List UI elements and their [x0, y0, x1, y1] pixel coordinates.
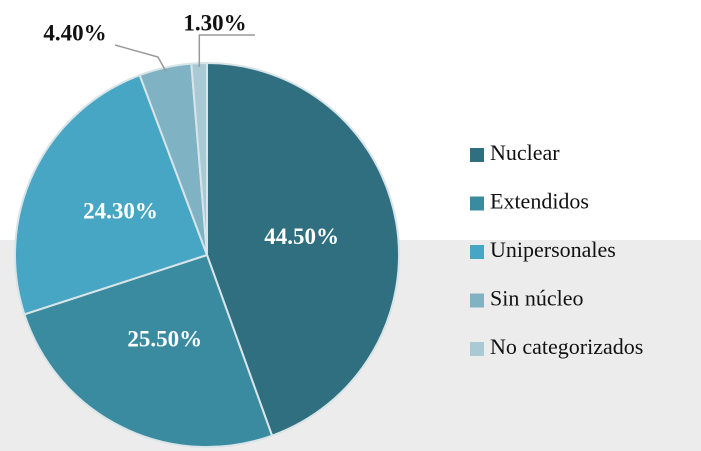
pie-slice	[23, 253, 274, 448]
data-label: 4.40%	[43, 20, 106, 45]
data-label: 44.50%	[264, 224, 339, 249]
legend-label: Sin núcleo	[490, 286, 584, 311]
legend-swatch	[470, 293, 484, 308]
legend-swatch	[470, 245, 484, 259]
data-label: 25.50%	[127, 326, 202, 351]
legend-label: Nuclear	[490, 140, 560, 165]
legend-label: Unipersonales	[490, 237, 616, 262]
pie-slice	[14, 73, 209, 316]
data-label: 24.30%	[83, 199, 158, 224]
leader-line	[198, 34, 255, 67]
legend-swatch	[470, 342, 484, 356]
legend-label: No categorizados	[490, 334, 643, 359]
legend-swatch	[470, 148, 484, 162]
legend-swatch	[470, 196, 484, 211]
pie-slice	[206, 61, 400, 437]
leader-line	[114, 44, 167, 72]
legend-label: Extendidos	[490, 189, 589, 214]
data-label: 1.30%	[183, 10, 246, 35]
